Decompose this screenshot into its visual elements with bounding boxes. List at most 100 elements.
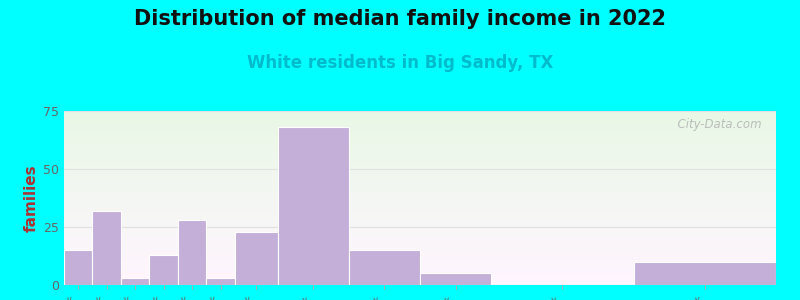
Bar bbox=[64, 254, 776, 255]
Bar bbox=[64, 255, 776, 256]
Bar bbox=[64, 138, 776, 139]
Bar bbox=[64, 175, 776, 176]
Bar bbox=[64, 248, 776, 249]
Bar bbox=[64, 209, 776, 210]
Bar bbox=[64, 194, 776, 195]
Bar bbox=[64, 230, 776, 231]
Bar bbox=[206, 278, 235, 285]
Bar bbox=[64, 166, 776, 167]
Bar bbox=[64, 129, 776, 130]
Text: White residents in Big Sandy, TX: White residents in Big Sandy, TX bbox=[247, 54, 553, 72]
Bar bbox=[64, 272, 776, 273]
Bar bbox=[64, 238, 776, 239]
Bar bbox=[64, 214, 776, 215]
Bar bbox=[64, 226, 776, 227]
Bar bbox=[64, 113, 776, 114]
Bar bbox=[64, 242, 776, 243]
Bar bbox=[64, 215, 776, 216]
Bar bbox=[64, 263, 776, 264]
Bar bbox=[64, 202, 776, 203]
Bar bbox=[64, 260, 776, 261]
Bar bbox=[64, 282, 776, 283]
Bar bbox=[64, 196, 776, 197]
Bar bbox=[64, 169, 776, 170]
Bar bbox=[64, 233, 776, 234]
Bar bbox=[64, 210, 776, 211]
Bar bbox=[64, 131, 776, 132]
Bar bbox=[64, 172, 776, 173]
Bar bbox=[64, 161, 776, 162]
Bar bbox=[64, 205, 776, 206]
Bar bbox=[64, 137, 776, 138]
Bar bbox=[64, 276, 776, 277]
Bar bbox=[64, 243, 776, 244]
Bar bbox=[64, 217, 776, 218]
Bar bbox=[150, 255, 178, 285]
Bar bbox=[64, 190, 776, 191]
Bar bbox=[64, 223, 776, 224]
Bar bbox=[64, 173, 776, 174]
Bar bbox=[64, 183, 776, 184]
Bar bbox=[64, 280, 776, 281]
Bar bbox=[64, 267, 776, 268]
Bar bbox=[64, 256, 776, 257]
Bar bbox=[64, 265, 776, 266]
Bar bbox=[64, 164, 776, 165]
Bar bbox=[64, 115, 776, 116]
Bar bbox=[64, 239, 776, 240]
Bar bbox=[64, 153, 776, 154]
Bar bbox=[64, 213, 776, 214]
Bar bbox=[64, 249, 776, 250]
Bar bbox=[64, 179, 776, 180]
Bar bbox=[64, 274, 776, 275]
Bar bbox=[64, 221, 776, 222]
Bar bbox=[64, 232, 776, 233]
Bar bbox=[64, 145, 776, 146]
Bar bbox=[64, 237, 776, 238]
Bar bbox=[64, 174, 776, 175]
Bar bbox=[64, 284, 776, 285]
Bar bbox=[64, 277, 776, 278]
Bar bbox=[64, 199, 776, 200]
Bar bbox=[64, 234, 776, 235]
Bar bbox=[64, 250, 776, 251]
Bar bbox=[64, 211, 776, 212]
Bar bbox=[64, 259, 776, 260]
Bar bbox=[64, 149, 776, 150]
Bar bbox=[64, 165, 776, 166]
Bar bbox=[64, 123, 776, 124]
Bar bbox=[64, 192, 776, 193]
Bar bbox=[64, 227, 776, 228]
Bar bbox=[64, 189, 776, 190]
Bar bbox=[64, 188, 776, 189]
Bar bbox=[235, 232, 278, 285]
Bar bbox=[64, 177, 776, 178]
Bar bbox=[64, 225, 776, 226]
Bar bbox=[64, 273, 776, 274]
Bar bbox=[64, 236, 776, 237]
Bar bbox=[64, 235, 776, 236]
Bar bbox=[64, 135, 776, 136]
Bar bbox=[64, 269, 776, 270]
Bar bbox=[64, 185, 776, 186]
Bar bbox=[64, 111, 776, 112]
Bar bbox=[64, 147, 776, 148]
Bar bbox=[64, 133, 776, 134]
Bar bbox=[64, 270, 776, 271]
Bar bbox=[64, 171, 776, 172]
Bar bbox=[64, 247, 776, 248]
Bar bbox=[64, 152, 776, 153]
Bar bbox=[93, 211, 121, 285]
Bar bbox=[64, 180, 776, 181]
Bar bbox=[64, 224, 776, 225]
Bar bbox=[64, 134, 776, 135]
Bar bbox=[278, 127, 349, 285]
Bar bbox=[64, 158, 776, 159]
Bar bbox=[64, 181, 776, 182]
Bar bbox=[64, 281, 776, 282]
Bar bbox=[64, 250, 93, 285]
Bar bbox=[64, 148, 776, 149]
Bar bbox=[64, 186, 776, 187]
Bar bbox=[64, 130, 776, 131]
Bar bbox=[64, 118, 776, 119]
